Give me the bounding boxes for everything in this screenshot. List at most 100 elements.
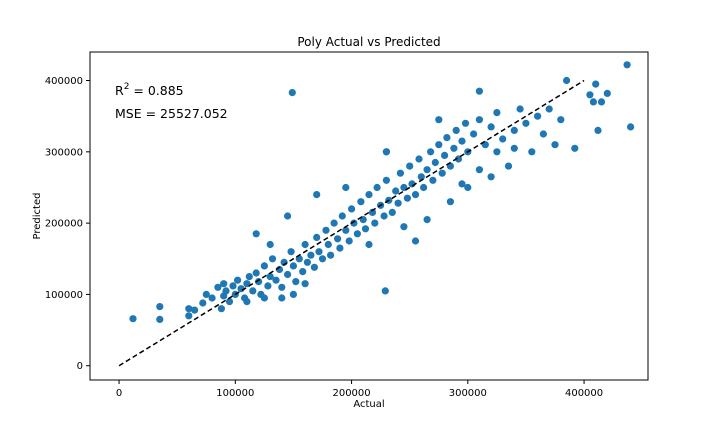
data-point bbox=[516, 105, 524, 113]
data-point bbox=[264, 282, 272, 290]
data-point bbox=[461, 119, 470, 127]
data-point bbox=[371, 219, 379, 227]
data-point bbox=[423, 216, 431, 224]
data-point bbox=[292, 278, 300, 286]
data-point bbox=[392, 187, 400, 195]
data-point bbox=[260, 294, 268, 302]
data-point bbox=[289, 290, 297, 298]
data-point bbox=[470, 130, 478, 138]
data-point bbox=[330, 219, 338, 227]
data-point bbox=[373, 183, 381, 192]
data-point bbox=[214, 283, 222, 291]
y-axis-ticks: 0 100000 200000 300000 400000 bbox=[45, 76, 90, 372]
data-point bbox=[487, 123, 495, 131]
data-point bbox=[406, 162, 414, 170]
data-point bbox=[627, 123, 635, 131]
data-point bbox=[225, 298, 234, 306]
data-point bbox=[266, 273, 274, 281]
data-point bbox=[458, 180, 466, 188]
y-tick-label: 0 bbox=[77, 361, 83, 372]
data-point bbox=[534, 112, 542, 120]
y-tick-label: 400000 bbox=[45, 76, 83, 87]
data-point bbox=[342, 183, 350, 192]
data-point bbox=[307, 251, 315, 259]
data-point bbox=[315, 248, 323, 256]
data-point bbox=[487, 173, 495, 181]
data-point bbox=[287, 248, 295, 256]
data-point bbox=[571, 144, 579, 152]
r-squared-annotation: R2 = 0.885 bbox=[115, 82, 184, 98]
x-tick-label: 400000 bbox=[565, 388, 603, 399]
data-point bbox=[191, 306, 199, 314]
data-point bbox=[551, 141, 559, 149]
data-point bbox=[597, 98, 606, 106]
r-squared-superscript: 2 bbox=[124, 82, 130, 92]
data-point bbox=[243, 298, 251, 306]
y-tick-label: 100000 bbox=[45, 290, 83, 301]
r-squared-value: = 0.885 bbox=[129, 83, 183, 98]
data-point bbox=[380, 212, 388, 220]
data-point bbox=[222, 287, 230, 295]
data-point bbox=[156, 315, 164, 323]
data-point bbox=[365, 191, 373, 199]
data-point bbox=[299, 268, 307, 276]
data-point bbox=[382, 176, 390, 184]
data-point bbox=[334, 235, 342, 243]
data-point bbox=[338, 212, 346, 220]
data-point bbox=[586, 91, 594, 99]
data-point bbox=[301, 280, 309, 288]
data-point bbox=[249, 287, 257, 295]
data-point bbox=[272, 276, 280, 284]
data-point bbox=[217, 305, 225, 313]
data-point bbox=[545, 105, 553, 113]
data-point bbox=[510, 144, 518, 152]
data-point bbox=[278, 294, 286, 302]
data-point bbox=[431, 158, 439, 167]
data-point bbox=[284, 212, 292, 220]
data-point bbox=[208, 294, 216, 302]
data-point bbox=[245, 273, 253, 281]
identity-reference-line bbox=[118, 79, 585, 367]
data-point bbox=[623, 61, 631, 69]
data-point bbox=[475, 166, 483, 174]
data-point bbox=[381, 287, 389, 295]
data-point bbox=[446, 198, 454, 206]
data-point bbox=[458, 137, 466, 145]
data-point bbox=[499, 135, 507, 143]
r-squared-symbol: R bbox=[115, 83, 124, 98]
data-point bbox=[396, 169, 404, 177]
y-axis-label: Predicted bbox=[32, 193, 43, 240]
data-point bbox=[255, 278, 263, 286]
mse-annotation: MSE = 25527.052 bbox=[115, 106, 228, 121]
data-point bbox=[382, 148, 390, 156]
data-point bbox=[234, 276, 242, 284]
data-point bbox=[420, 183, 428, 192]
data-point bbox=[528, 148, 536, 156]
x-tick-label: 0 bbox=[116, 388, 122, 399]
data-point bbox=[301, 240, 309, 249]
data-point bbox=[475, 87, 483, 95]
data-point bbox=[589, 98, 598, 106]
data-point bbox=[475, 116, 483, 124]
data-point bbox=[423, 166, 431, 174]
data-point bbox=[288, 89, 296, 97]
data-point bbox=[266, 240, 274, 249]
data-point bbox=[252, 269, 260, 277]
data-point bbox=[327, 251, 335, 259]
data-point bbox=[365, 240, 373, 249]
data-point bbox=[268, 255, 277, 263]
data-point bbox=[284, 270, 292, 279]
data-point bbox=[441, 151, 449, 159]
data-point bbox=[435, 141, 443, 149]
data-point bbox=[443, 134, 451, 142]
x-axis-ticks: 0 100000 200000 300000 400000 bbox=[116, 380, 603, 399]
data-point bbox=[361, 225, 370, 233]
data-point bbox=[435, 116, 443, 124]
data-point bbox=[394, 199, 402, 207]
data-point bbox=[427, 148, 435, 156]
data-point bbox=[411, 237, 420, 245]
data-point bbox=[464, 183, 472, 192]
data-point bbox=[310, 263, 318, 271]
